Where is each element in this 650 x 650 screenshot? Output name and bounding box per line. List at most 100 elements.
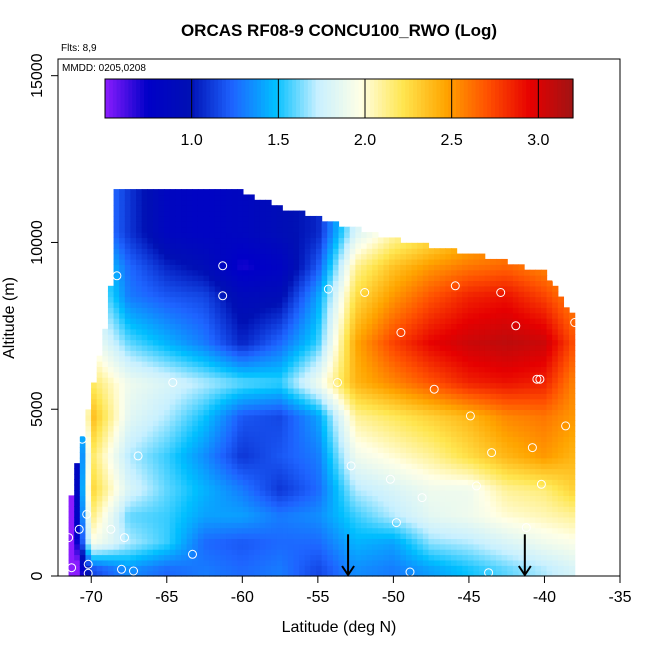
heatmap-cell (422, 334, 430, 341)
heatmap-cell (434, 280, 441, 287)
heatmap-cell (197, 269, 205, 276)
heatmap-cell (377, 420, 385, 427)
heatmap-cell (456, 538, 463, 545)
heatmap-cell (293, 473, 300, 480)
heatmap-cell (119, 457, 126, 464)
heatmap-cell (136, 248, 143, 255)
heatmap-cell (124, 285, 132, 292)
heatmap-cell (214, 334, 221, 341)
heatmap-cell (152, 280, 160, 287)
heatmap-cell (220, 404, 227, 411)
heatmap-cell (287, 398, 295, 405)
heatmap-cell (422, 377, 430, 384)
heatmap-cell (316, 248, 323, 255)
heatmap-cell (130, 382, 137, 389)
heatmap-cell (147, 425, 154, 432)
heatmap-cell (310, 312, 317, 319)
heatmap-cell (242, 253, 250, 260)
heatmap-cell (400, 301, 407, 308)
heatmap-cell (220, 500, 227, 507)
heatmap-cell (372, 344, 379, 351)
heatmap-cell (107, 350, 115, 357)
heatmap-cell (91, 484, 98, 491)
heatmap-cell (124, 527, 132, 534)
heatmap-cell (484, 430, 491, 437)
heatmap-cell (282, 237, 289, 244)
heatmap-cell (248, 549, 255, 556)
heatmap-cell (113, 495, 120, 502)
heatmap-cell (293, 554, 300, 561)
heatmap-cell (422, 420, 430, 427)
heatmap-cell (265, 463, 272, 470)
heatmap-cell (152, 516, 160, 523)
heatmap-cell (124, 328, 132, 335)
heatmap-cell (141, 387, 148, 394)
heatmap-cell (147, 565, 154, 572)
heatmap-cell (259, 420, 266, 427)
heatmap-cell (271, 205, 278, 212)
heatmap-cell (327, 232, 334, 239)
heatmap-cell (169, 468, 177, 475)
heatmap-cell (107, 296, 115, 303)
heatmap-cell (389, 554, 396, 561)
heatmap-cell (136, 361, 143, 368)
heatmap-cell (226, 441, 233, 448)
heatmap-cell (405, 242, 413, 249)
heatmap-cell (107, 479, 115, 486)
heatmap-cell (130, 490, 137, 496)
heatmap-cell (271, 506, 278, 513)
heatmap-cell (74, 511, 81, 518)
heatmap-cell (428, 490, 435, 496)
heatmap-cell (360, 404, 368, 411)
heatmap-cell (271, 430, 278, 437)
heatmap-cell (450, 511, 458, 518)
heatmap-cell (372, 570, 379, 577)
heatmap-cell (434, 355, 441, 362)
heatmap-cell (175, 221, 182, 228)
heatmap-cell (147, 194, 154, 201)
heatmap-cell (181, 398, 188, 405)
heatmap-cell (271, 527, 278, 534)
heatmap-cell (209, 506, 216, 513)
heatmap-cell (265, 393, 272, 400)
heatmap-cell (141, 500, 148, 507)
heatmap-cell (445, 264, 452, 271)
heatmap-cell (136, 264, 143, 271)
heatmap-cell (164, 355, 171, 362)
heatmap-cell (271, 215, 278, 222)
heatmap-cell (169, 253, 177, 260)
heatmap-cell (355, 334, 362, 341)
heatmap-cell (484, 291, 491, 298)
heatmap-cell (209, 559, 216, 566)
heatmap-cell (85, 522, 92, 529)
heatmap-cell (203, 280, 210, 287)
heatmap-cell (197, 468, 205, 475)
heatmap-cell (456, 371, 463, 378)
heatmap-cell (383, 307, 390, 314)
heatmap-cell (389, 506, 396, 513)
heatmap-cell (214, 307, 221, 314)
heatmap-cell (254, 409, 261, 416)
heatmap-cell (209, 328, 216, 335)
heatmap-cell (181, 361, 188, 368)
heatmap-cell (450, 473, 458, 480)
heatmap-cell (237, 205, 244, 212)
heatmap-cell (321, 425, 328, 432)
heatmap-cell (192, 307, 199, 314)
heatmap-cell (209, 210, 216, 217)
heatmap-cell (220, 538, 227, 545)
heatmap-cell (383, 387, 390, 394)
heatmap-cell (495, 258, 503, 265)
heatmap-cell (74, 506, 81, 513)
heatmap-cell (254, 307, 261, 314)
heatmap-cell (141, 393, 148, 400)
heatmap-cell (450, 490, 458, 496)
heatmap-cell (158, 237, 165, 244)
heatmap-cell (338, 307, 345, 314)
heatmap-cell (360, 436, 368, 443)
heatmap-cell (316, 350, 323, 357)
heatmap-cell (445, 344, 452, 351)
heatmap-cell (360, 328, 368, 335)
heatmap-cell (214, 205, 221, 212)
heatmap-cell (282, 441, 289, 448)
